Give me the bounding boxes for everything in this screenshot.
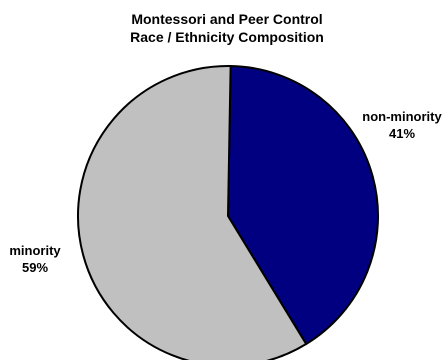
chart-title-line-1: Montessori and Peer Control — [131, 11, 322, 27]
pie-slice-minority — [77, 65, 308, 360]
slice-label-non-minority: non-minority — [362, 109, 442, 124]
slice-label-minority: minority — [9, 243, 61, 258]
chart-title-line-2: Race / Ethnicity Composition — [130, 29, 324, 45]
pie-slices — [77, 65, 379, 360]
slice-value-minority: 59% — [22, 260, 48, 275]
slice-value-non-minority: 41% — [389, 126, 415, 141]
pie-slice-non-minority — [227, 65, 379, 346]
